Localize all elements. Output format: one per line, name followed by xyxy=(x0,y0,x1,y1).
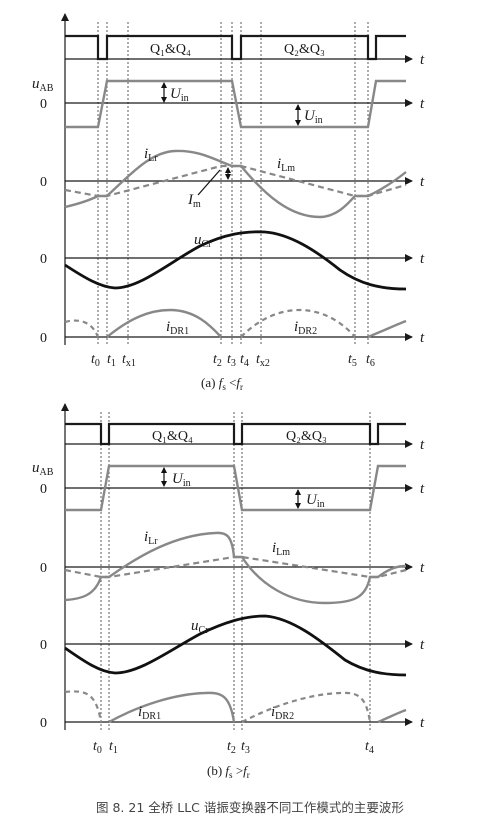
panel-b-ilr-label: iLr xyxy=(144,529,158,547)
panel-a-gate-t-label: t xyxy=(420,52,425,68)
panel-a-ilr-t-label: t xyxy=(420,174,425,190)
panel-a-time-mark: t2 xyxy=(213,352,222,369)
panel-a-time-mark: t5 xyxy=(348,352,357,369)
panel-a-ucr-t-label: t xyxy=(420,251,425,267)
panel-b-gate-off-label: Q₂&Q₃ xyxy=(286,429,327,444)
panel-b-gate-on-label: Q₁&Q₄ xyxy=(152,429,193,444)
panel-a-time-mark: tx2 xyxy=(256,352,270,369)
panel-a-uab-t-label: t xyxy=(420,96,425,112)
panel-b-gate-t-label: t xyxy=(420,437,425,453)
panel-a-im-label: Im xyxy=(187,192,201,210)
panel-a-gate-on-label: Q₁&Q₄ xyxy=(150,42,191,57)
panel-b-uin-label-bottom: Uin xyxy=(306,492,325,510)
panel-b-uab-zero: 0 xyxy=(40,482,47,497)
panel-b-idr1-label: iDR1 xyxy=(138,704,161,722)
panel-a-time-mark: t0 xyxy=(91,352,100,369)
panel-a-idr-zero: 0 xyxy=(40,331,47,346)
panel-a-idr1-label: iDR1 xyxy=(166,319,189,337)
panel-a-uin-label-top: Uin xyxy=(170,86,189,104)
panel-b-gate-signal: Q₁&Q₄ Q₂&Q₃ t xyxy=(65,422,425,453)
panel-b-time-mark: t3 xyxy=(241,739,250,756)
panel-a-idr2-label: iDR2 xyxy=(294,319,317,337)
panel-b-time-mark: t0 xyxy=(93,739,102,756)
panel-b-time-mark: t1 xyxy=(109,739,118,756)
panel-b-uab-label: uAB xyxy=(32,460,54,478)
panel-a-time-labels: t0 t1 tx1 t2 t3 t4 tx2 t5 t6 xyxy=(91,352,375,369)
panel-a-currents: 0 t iLr iLm Im xyxy=(40,146,425,219)
panel-b-idr-t-label: t xyxy=(420,715,425,731)
panel-a-uab-zero: 0 xyxy=(40,97,47,112)
panel-b-uin-label-top: Uin xyxy=(172,471,191,489)
panel-a-uin-label-bottom: Uin xyxy=(304,108,323,126)
panel-b-ucr-zero: 0 xyxy=(40,638,47,653)
panel-a-time-dashes xyxy=(97,22,369,345)
panel-a-gate-signal: Q₁&Q₄ Q₂&Q₃ t xyxy=(65,34,425,68)
panel-a-caption: (a) fs <fr xyxy=(201,375,243,392)
panel-a-time-mark: tx1 xyxy=(122,352,136,369)
panel-a-gate-off-label: Q₂&Q₃ xyxy=(284,42,325,57)
panel-b-ilr-zero: 0 xyxy=(40,561,47,576)
panel-b-ucr-label: uCr xyxy=(191,618,209,636)
panel-a-idr: 0 t iDR1 iDR2 xyxy=(40,308,425,346)
panel-b-idr: 0 t iDR1 iDR2 xyxy=(40,690,425,731)
panel-a-uab: uAB 0 t Uin Uin xyxy=(32,76,425,129)
panel-a-ilr-zero: 0 xyxy=(40,175,47,190)
panel-b-idr2-label: iDR2 xyxy=(271,704,294,722)
panel-a-ucr: 0 t uCr xyxy=(40,230,425,291)
panel-a-ucr-zero: 0 xyxy=(40,252,47,267)
panel-b-ucr-t-label: t xyxy=(420,637,425,653)
panel-a-time-mark: t6 xyxy=(366,352,375,369)
panel-b-time-labels: t0 t1 t2 t3 t4 xyxy=(93,739,374,756)
panel-b-ilr-t-label: t xyxy=(420,560,425,576)
panel-b-time-mark: t2 xyxy=(227,739,236,756)
panel-b-ilm-label: iLm xyxy=(272,540,290,558)
panel-a-ilm-label: iLm xyxy=(277,156,295,174)
panel-a: Q₁&Q₄ Q₂&Q₃ t uAB 0 t Uin Uin 0 t iLr i xyxy=(32,13,425,392)
panel-a-time-mark: t4 xyxy=(240,352,249,369)
panel-a-time-mark: t1 xyxy=(107,352,116,369)
panel-a-ilr-label: iLr xyxy=(144,146,158,164)
panel-b-time-mark: t4 xyxy=(365,739,374,756)
figure-caption: 图 8. 21 全桥 LLC 谐振变换器不同工作模式的主要波形 xyxy=(96,800,404,815)
panel-a-time-mark: t3 xyxy=(227,352,236,369)
panel-a-ucr-label: uCr xyxy=(194,232,212,250)
panel-b-caption: (b) fs >fr xyxy=(207,763,250,780)
panel-b-time-dashes xyxy=(100,412,371,730)
panel-b-currents: 0 t iLr iLm xyxy=(40,529,425,605)
panel-a-uab-label: uAB xyxy=(32,76,54,94)
panel-a-idr-t-label: t xyxy=(420,330,425,346)
panel-b-uab-t-label: t xyxy=(420,481,425,497)
panel-b: Q₁&Q₄ Q₂&Q₃ t uAB 0 t Uin Uin 0 t iLr iL… xyxy=(32,403,425,780)
panel-b-idr-zero: 0 xyxy=(40,716,47,731)
panel-b-ucr: 0 t uCr xyxy=(40,614,425,677)
panel-b-uab: uAB 0 t Uin Uin xyxy=(32,460,425,512)
